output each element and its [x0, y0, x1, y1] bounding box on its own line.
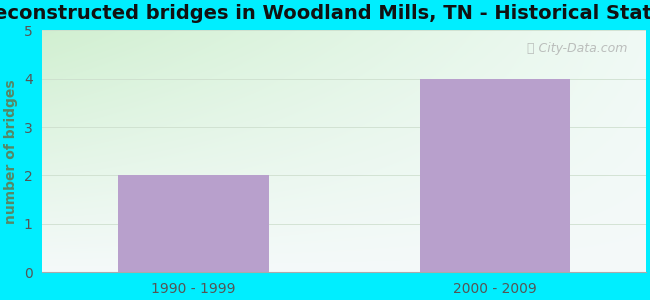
Bar	[118, 176, 268, 272]
Text: ⓘ City-Data.com: ⓘ City-Data.com	[527, 42, 628, 56]
Title: Reconstructed bridges in Woodland Mills, TN - Historical Statistics: Reconstructed bridges in Woodland Mills,…	[0, 4, 650, 23]
Bar	[419, 79, 571, 272]
Y-axis label: number of bridges: number of bridges	[4, 79, 18, 224]
